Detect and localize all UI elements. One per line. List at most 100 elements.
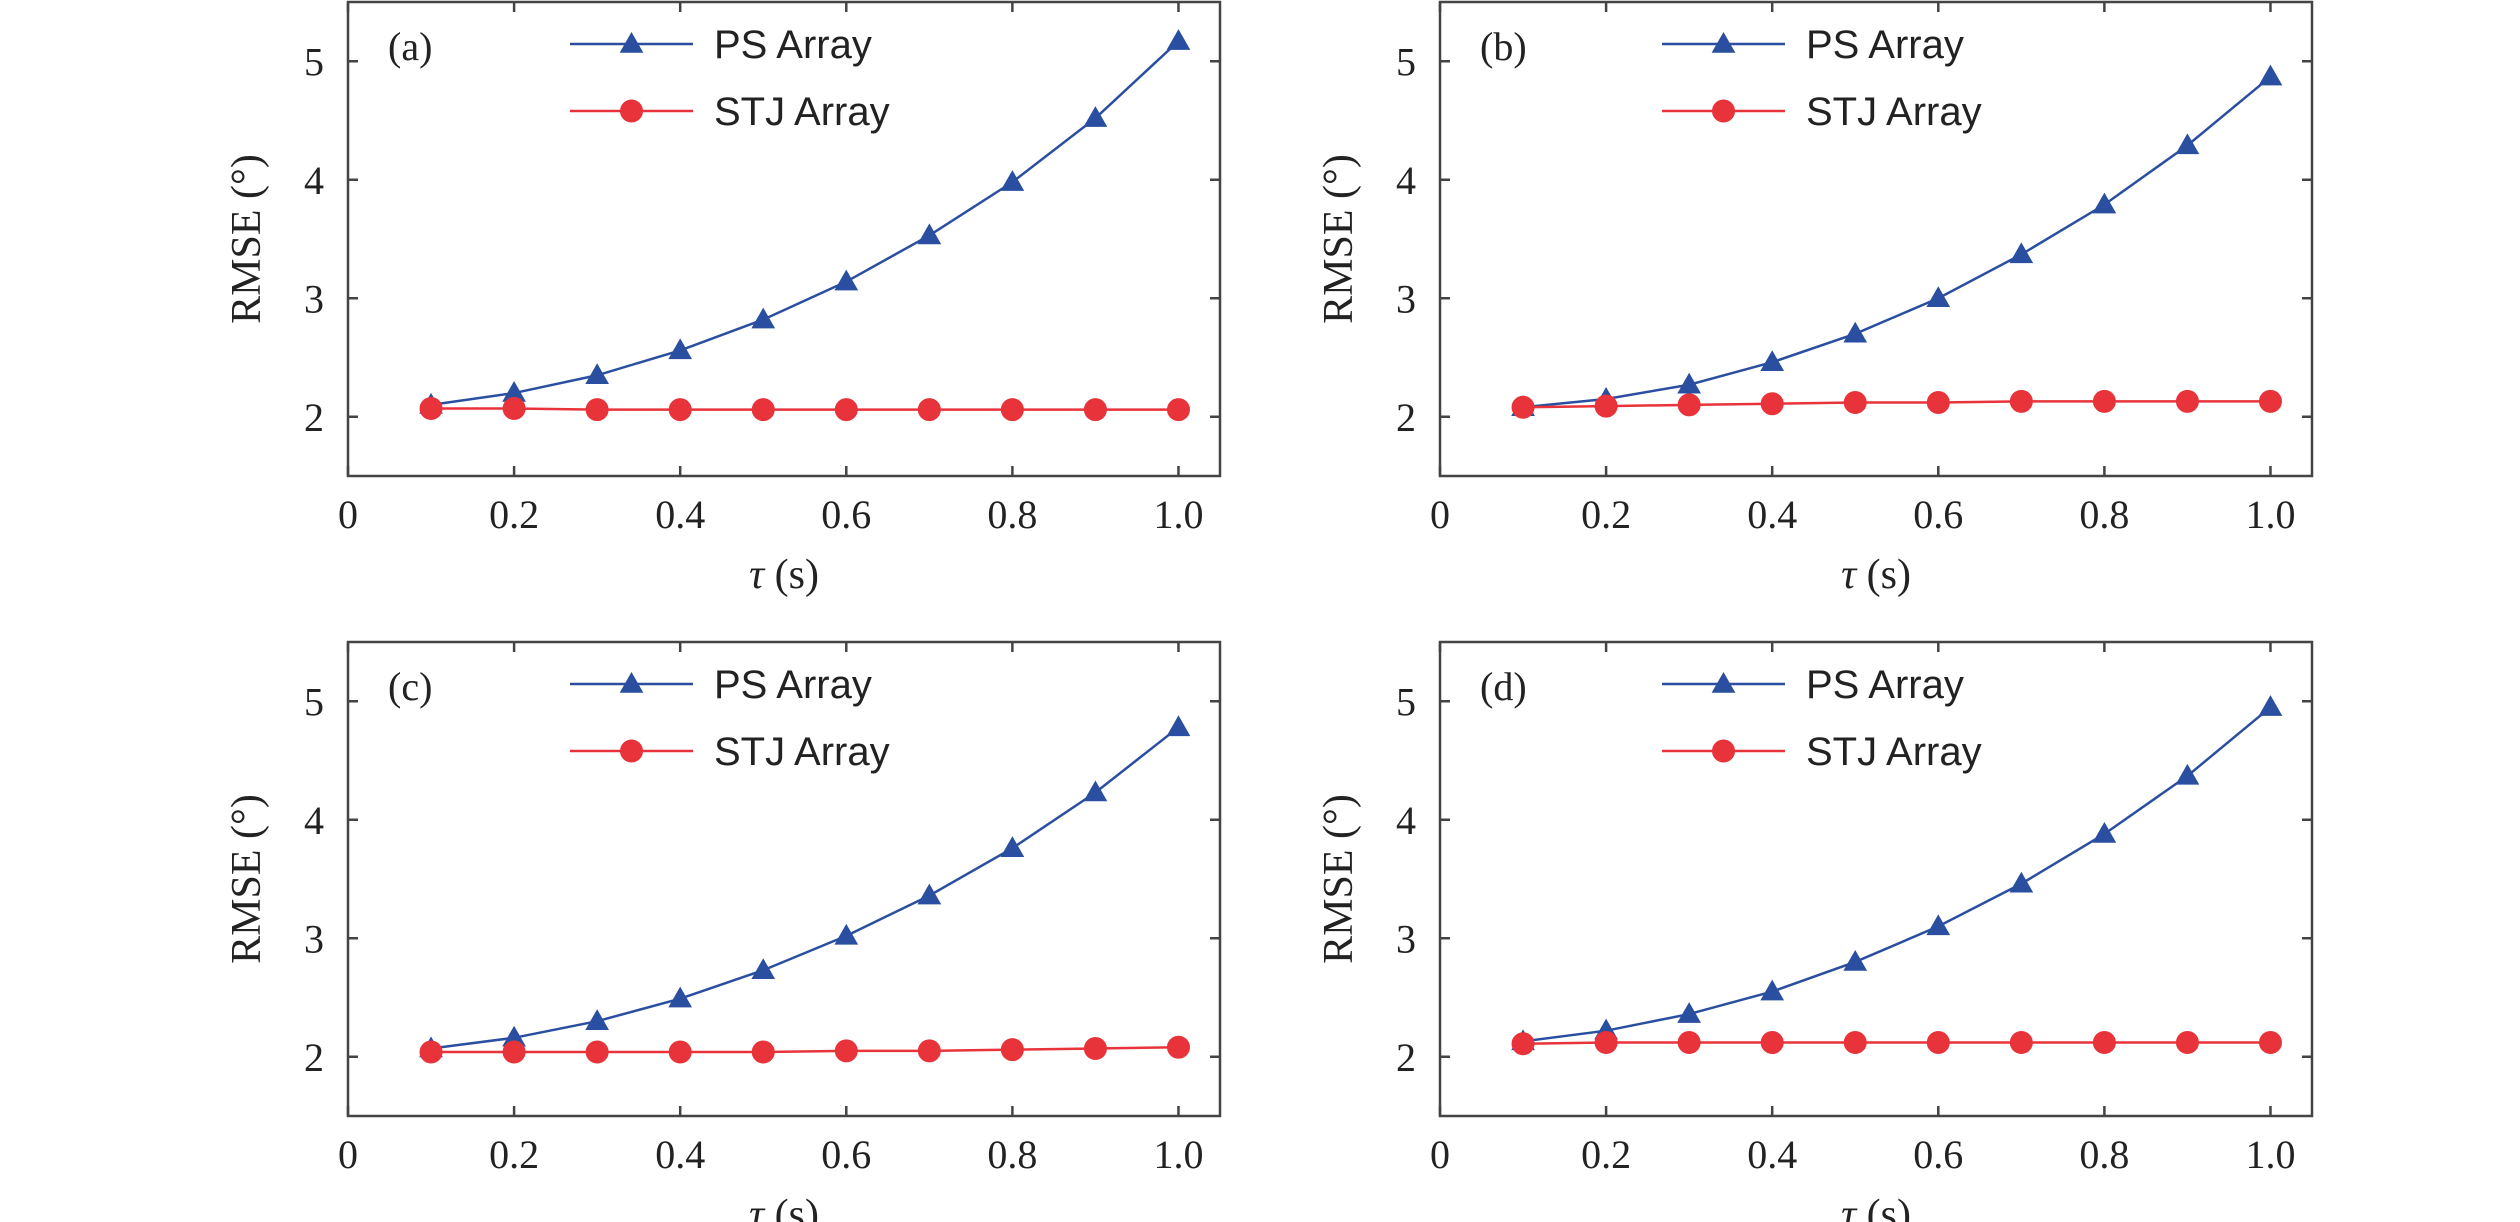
x-axis-unit: (s)	[764, 552, 819, 598]
y-tick-label: 4	[1396, 158, 1416, 203]
data-point	[1760, 1031, 1784, 1055]
x-tick-label: 1.0	[2245, 1132, 2295, 1177]
x-axis-unit: (s)	[1856, 1192, 1911, 1222]
data-point	[1677, 393, 1701, 417]
x-tick-label: 0.8	[987, 492, 1037, 537]
data-point	[1843, 949, 1868, 971]
data-point	[1083, 780, 1108, 802]
x-tick-label: 1.0	[1153, 1132, 1203, 1177]
data-point	[1677, 1002, 1702, 1023]
data-point	[2009, 242, 2034, 264]
data-point	[1166, 1035, 1190, 1059]
x-axis-unit: (s)	[1856, 552, 1911, 598]
data-point	[1760, 392, 1784, 416]
legend-label: STJ Array	[1806, 730, 1982, 774]
legend-label: STJ Array	[714, 90, 890, 134]
data-point	[1083, 1036, 1107, 1060]
x-axis-unit: (s)	[764, 1192, 819, 1222]
legend-marker	[1711, 671, 1736, 693]
x-tick-label: 0.2	[489, 1132, 539, 1177]
y-axis-label: RMSE (°)	[1316, 794, 1362, 964]
x-tick-label: 0	[338, 1132, 358, 1177]
panel-label: (d)	[1480, 664, 1527, 709]
x-axis-label: τ (s)	[749, 552, 819, 598]
x-tick-label: 0.6	[821, 492, 871, 537]
legend-label: PS Array	[1806, 663, 1964, 707]
legend-marker	[619, 671, 644, 693]
panel-label: (a)	[388, 24, 432, 69]
data-point	[2092, 1031, 2116, 1055]
y-tick-label: 5	[304, 679, 324, 724]
data-point	[1926, 1031, 1950, 1055]
data-point	[1000, 170, 1025, 191]
x-tick-label: 0	[1430, 492, 1450, 537]
plot-frame	[1438, 640, 2314, 1118]
data-point	[1843, 1031, 1867, 1055]
data-point	[2175, 1031, 2199, 1055]
y-tick-label: 5	[1396, 39, 1416, 84]
chart-panel: 0 0.2 0.4 0.6 0.8 1.0 2 3 4 5 τ (s) RMSE (°) (c) PS A…	[224, 640, 1222, 1222]
data-point	[668, 986, 693, 1008]
data-point	[502, 1040, 526, 1064]
y-tick-label: 4	[304, 158, 324, 203]
data-point	[1926, 286, 1951, 307]
series-line	[1523, 1041, 2271, 1045]
legend-label: PS Array	[714, 23, 872, 67]
series-line	[431, 407, 1179, 411]
data-point	[668, 1040, 692, 1064]
series-line	[430, 726, 1180, 1050]
y-tick-label: 3	[304, 276, 324, 321]
x-tick-label: 0.4	[1747, 492, 1797, 537]
legend-label: PS Array	[1806, 23, 1964, 67]
x-axis-label: τ (s)	[749, 1192, 819, 1222]
data-point	[1000, 836, 1025, 857]
data-point	[2092, 821, 2117, 843]
data-point	[1760, 350, 1785, 371]
legend-marker	[619, 31, 644, 53]
y-tick-label: 4	[1396, 798, 1416, 843]
y-tick-label: 3	[1396, 276, 1416, 321]
x-tick-label: 0.6	[1913, 492, 1963, 537]
y-tick-label: 3	[1396, 916, 1416, 961]
data-point	[751, 1040, 775, 1064]
legend-marker	[1712, 739, 1735, 763]
data-point	[1000, 1038, 1024, 1062]
data-point	[2092, 192, 2117, 214]
data-point	[917, 398, 941, 422]
data-point	[917, 223, 942, 245]
x-axis-symbol: τ	[749, 552, 766, 598]
data-point	[834, 923, 859, 945]
data-point	[1677, 372, 1702, 394]
data-point	[751, 398, 775, 422]
legend-marker	[1712, 99, 1735, 123]
y-tick-label: 5	[304, 39, 324, 84]
plot-frame	[346, 0, 1222, 478]
panel-label: (c)	[388, 664, 432, 709]
y-axis-label: RMSE (°)	[224, 794, 270, 964]
data-point	[1926, 914, 1951, 936]
data-point	[1594, 394, 1618, 418]
y-tick-label: 2	[304, 395, 324, 440]
legend-marker	[620, 99, 643, 123]
y-tick-label: 3	[304, 916, 324, 961]
data-point	[2009, 1031, 2033, 1055]
legend-marker	[620, 739, 643, 763]
data-point	[2258, 64, 2283, 86]
legend-marker	[1711, 31, 1736, 53]
x-tick-label: 1.0	[2245, 492, 2295, 537]
y-axis-label: RMSE (°)	[1316, 154, 1362, 324]
y-tick-label: 2	[1396, 1035, 1416, 1080]
data-point	[751, 958, 776, 979]
data-point	[1166, 398, 1190, 422]
x-tick-label: 0.8	[2079, 492, 2129, 537]
data-point	[834, 269, 859, 291]
data-point	[1511, 395, 1535, 419]
plot-frame	[346, 640, 1222, 1118]
data-point	[585, 1009, 610, 1030]
x-tick-label: 1.0	[1153, 492, 1203, 537]
data-point	[1760, 979, 1785, 1001]
y-tick-label: 2	[304, 1035, 324, 1080]
data-point	[2258, 695, 2283, 716]
x-tick-label: 0	[1430, 1132, 1450, 1177]
